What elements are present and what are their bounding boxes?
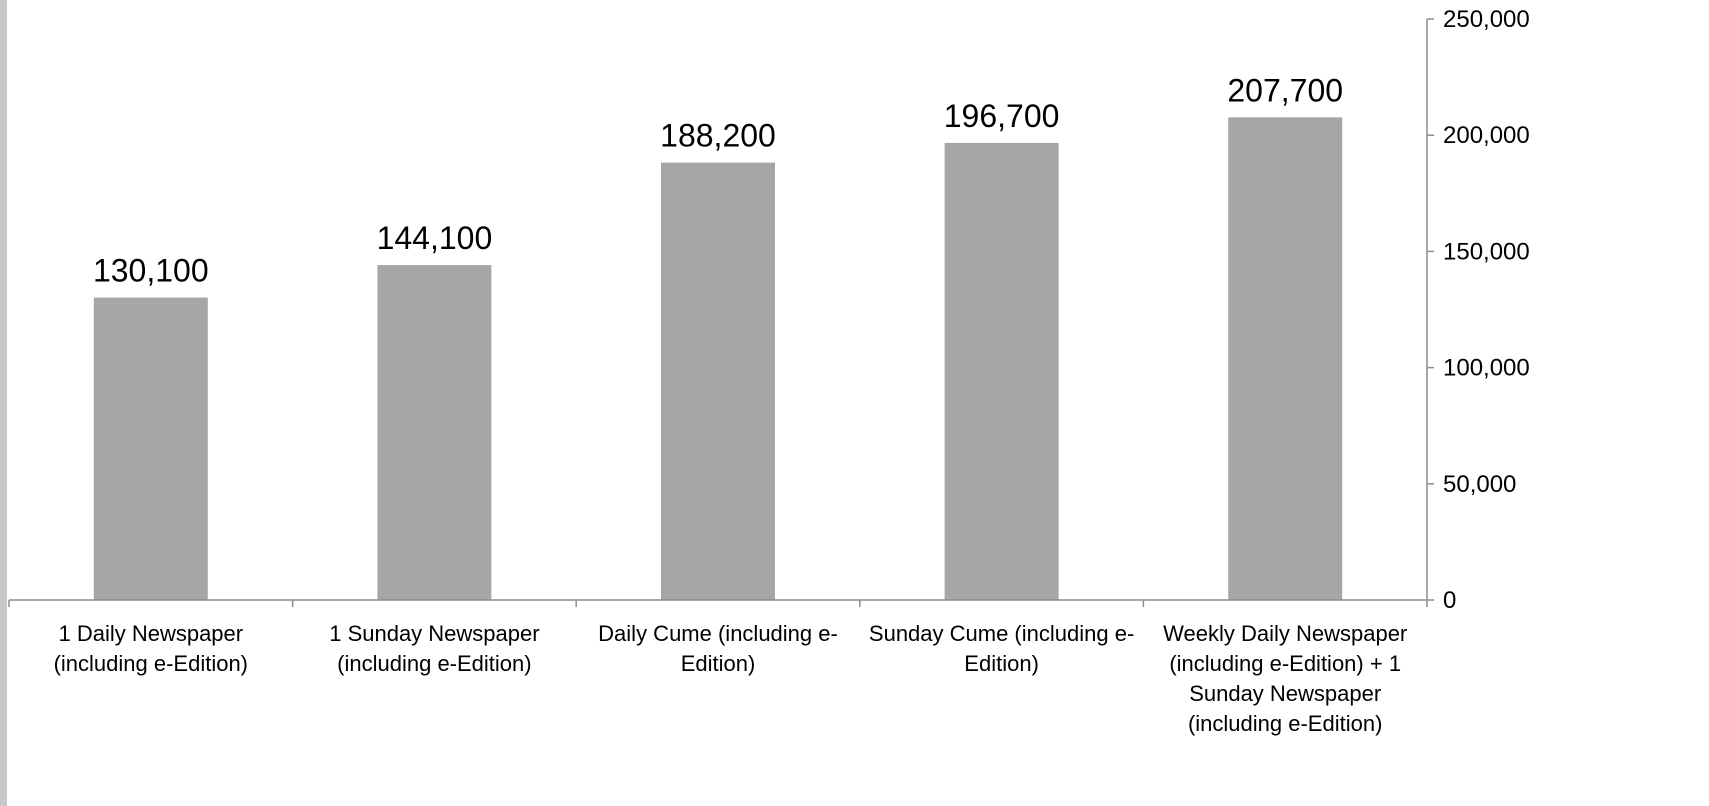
data-label-5: 207,700 [1227,72,1343,108]
left-edge-strip [0,0,7,806]
category-label-1: 1 Daily Newspaper (including e-Edition) [54,621,248,676]
bar-5 [1228,117,1343,601]
category-label-3: Daily Cume (including e- Edition) [598,621,838,676]
data-label-1: 130,100 [93,253,209,289]
y-tick-label: 100,000 [1443,355,1530,382]
x-axis [8,599,1428,607]
bar-1 [93,297,208,600]
category-label-line: (including e-Edition) [54,651,248,676]
category-label-line: (including e-Edition) [337,651,531,676]
category-label-5: Weekly Daily Newspaper (including e-Editi… [1163,621,1407,736]
category-label-line: Weekly Daily Newspaper [1163,621,1407,646]
bars-group [93,117,1343,601]
category-label-line: Daily Cume (including e- [598,621,838,646]
category-label-line: Sunday Cume (including e- [869,621,1134,646]
category-label-line: Edition) [681,651,756,676]
category-label-line: (including e-Edition) + 1 [1169,651,1401,676]
category-label-line: (including e-Edition) [1188,711,1382,736]
bar-4 [944,142,1059,600]
data-label-2: 144,100 [377,220,493,256]
y-tick-label: 250,000 [1443,6,1530,33]
category-label-2: 1 Sunday Newspaper (including e-Edition) [329,621,539,676]
category-labels-group: 1 Daily Newspaper (including e-Edition)1 … [54,621,1408,736]
data-label-3: 188,200 [660,118,776,154]
category-label-line: Edition) [964,651,1039,676]
category-label-4: Sunday Cume (including e- Edition) [869,621,1134,676]
category-label-line: 1 Sunday Newspaper [329,621,539,646]
y-tick-label: 50,000 [1443,471,1516,498]
data-labels-group: 130,100 144,100 188,200 196,700 207,700 [93,72,1343,288]
y-axis: 0 50,000 100,000 150,000 200,000 250,000 [1426,6,1530,614]
category-label-line: Sunday Newspaper [1189,681,1381,706]
bar-3 [661,162,775,600]
category-label-line: 1 Daily Newspaper [58,621,243,646]
data-label-4: 196,700 [944,98,1060,134]
y-tick-label: 150,000 [1443,238,1530,265]
y-tick-label: 200,000 [1443,122,1530,149]
y-tick-label: 0 [1443,587,1456,614]
bar-2 [377,265,492,600]
